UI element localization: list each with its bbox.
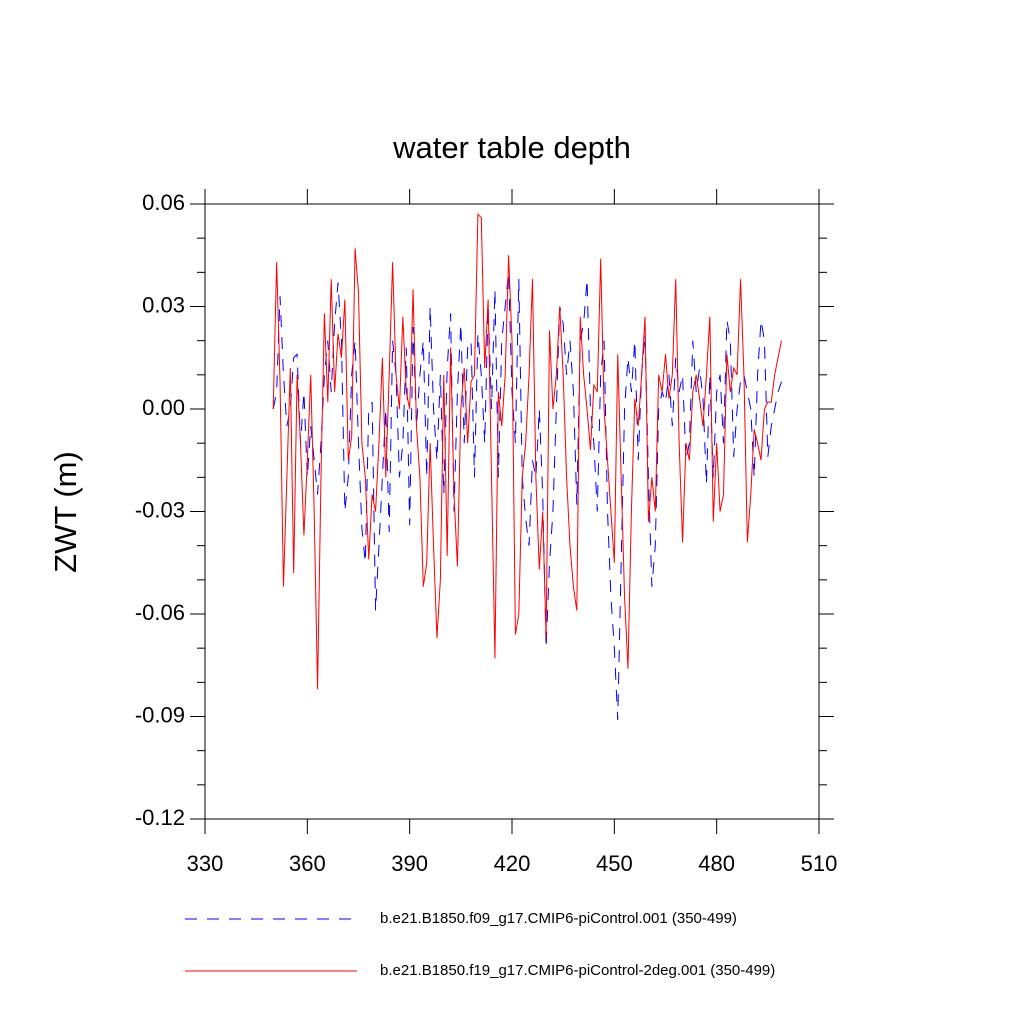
series-line [272,272,782,720]
x-tick-label: 510 [801,851,838,876]
y-tick-label: 0.06 [142,190,185,215]
x-tick-label: 330 [187,851,224,876]
series-line [272,213,782,690]
plot-frame [204,203,820,820]
y-tick-label: -0.12 [135,805,185,830]
x-tick-label: 390 [391,851,428,876]
chart-title: water table depth [392,130,631,165]
y-tick-label: 0.00 [142,395,185,420]
y-tick-label: -0.09 [135,702,185,727]
x-tick-label: 450 [596,851,633,876]
legend-label: b.e21.B1850.f09_g17.CMIP6-piControl.001 … [380,910,737,927]
y-tick-label: -0.06 [135,600,185,625]
x-tick-label: 360 [289,851,326,876]
x-tick-label: 480 [698,851,735,876]
legend-label: b.e21.B1850.f19_g17.CMIP6-piControl-2deg… [380,962,775,979]
y-axis-label: ZWT (m) [48,451,83,573]
x-tick-label: 420 [494,851,531,876]
y-tick-label: -0.03 [135,497,185,522]
y-tick-label: 0.03 [142,292,185,317]
